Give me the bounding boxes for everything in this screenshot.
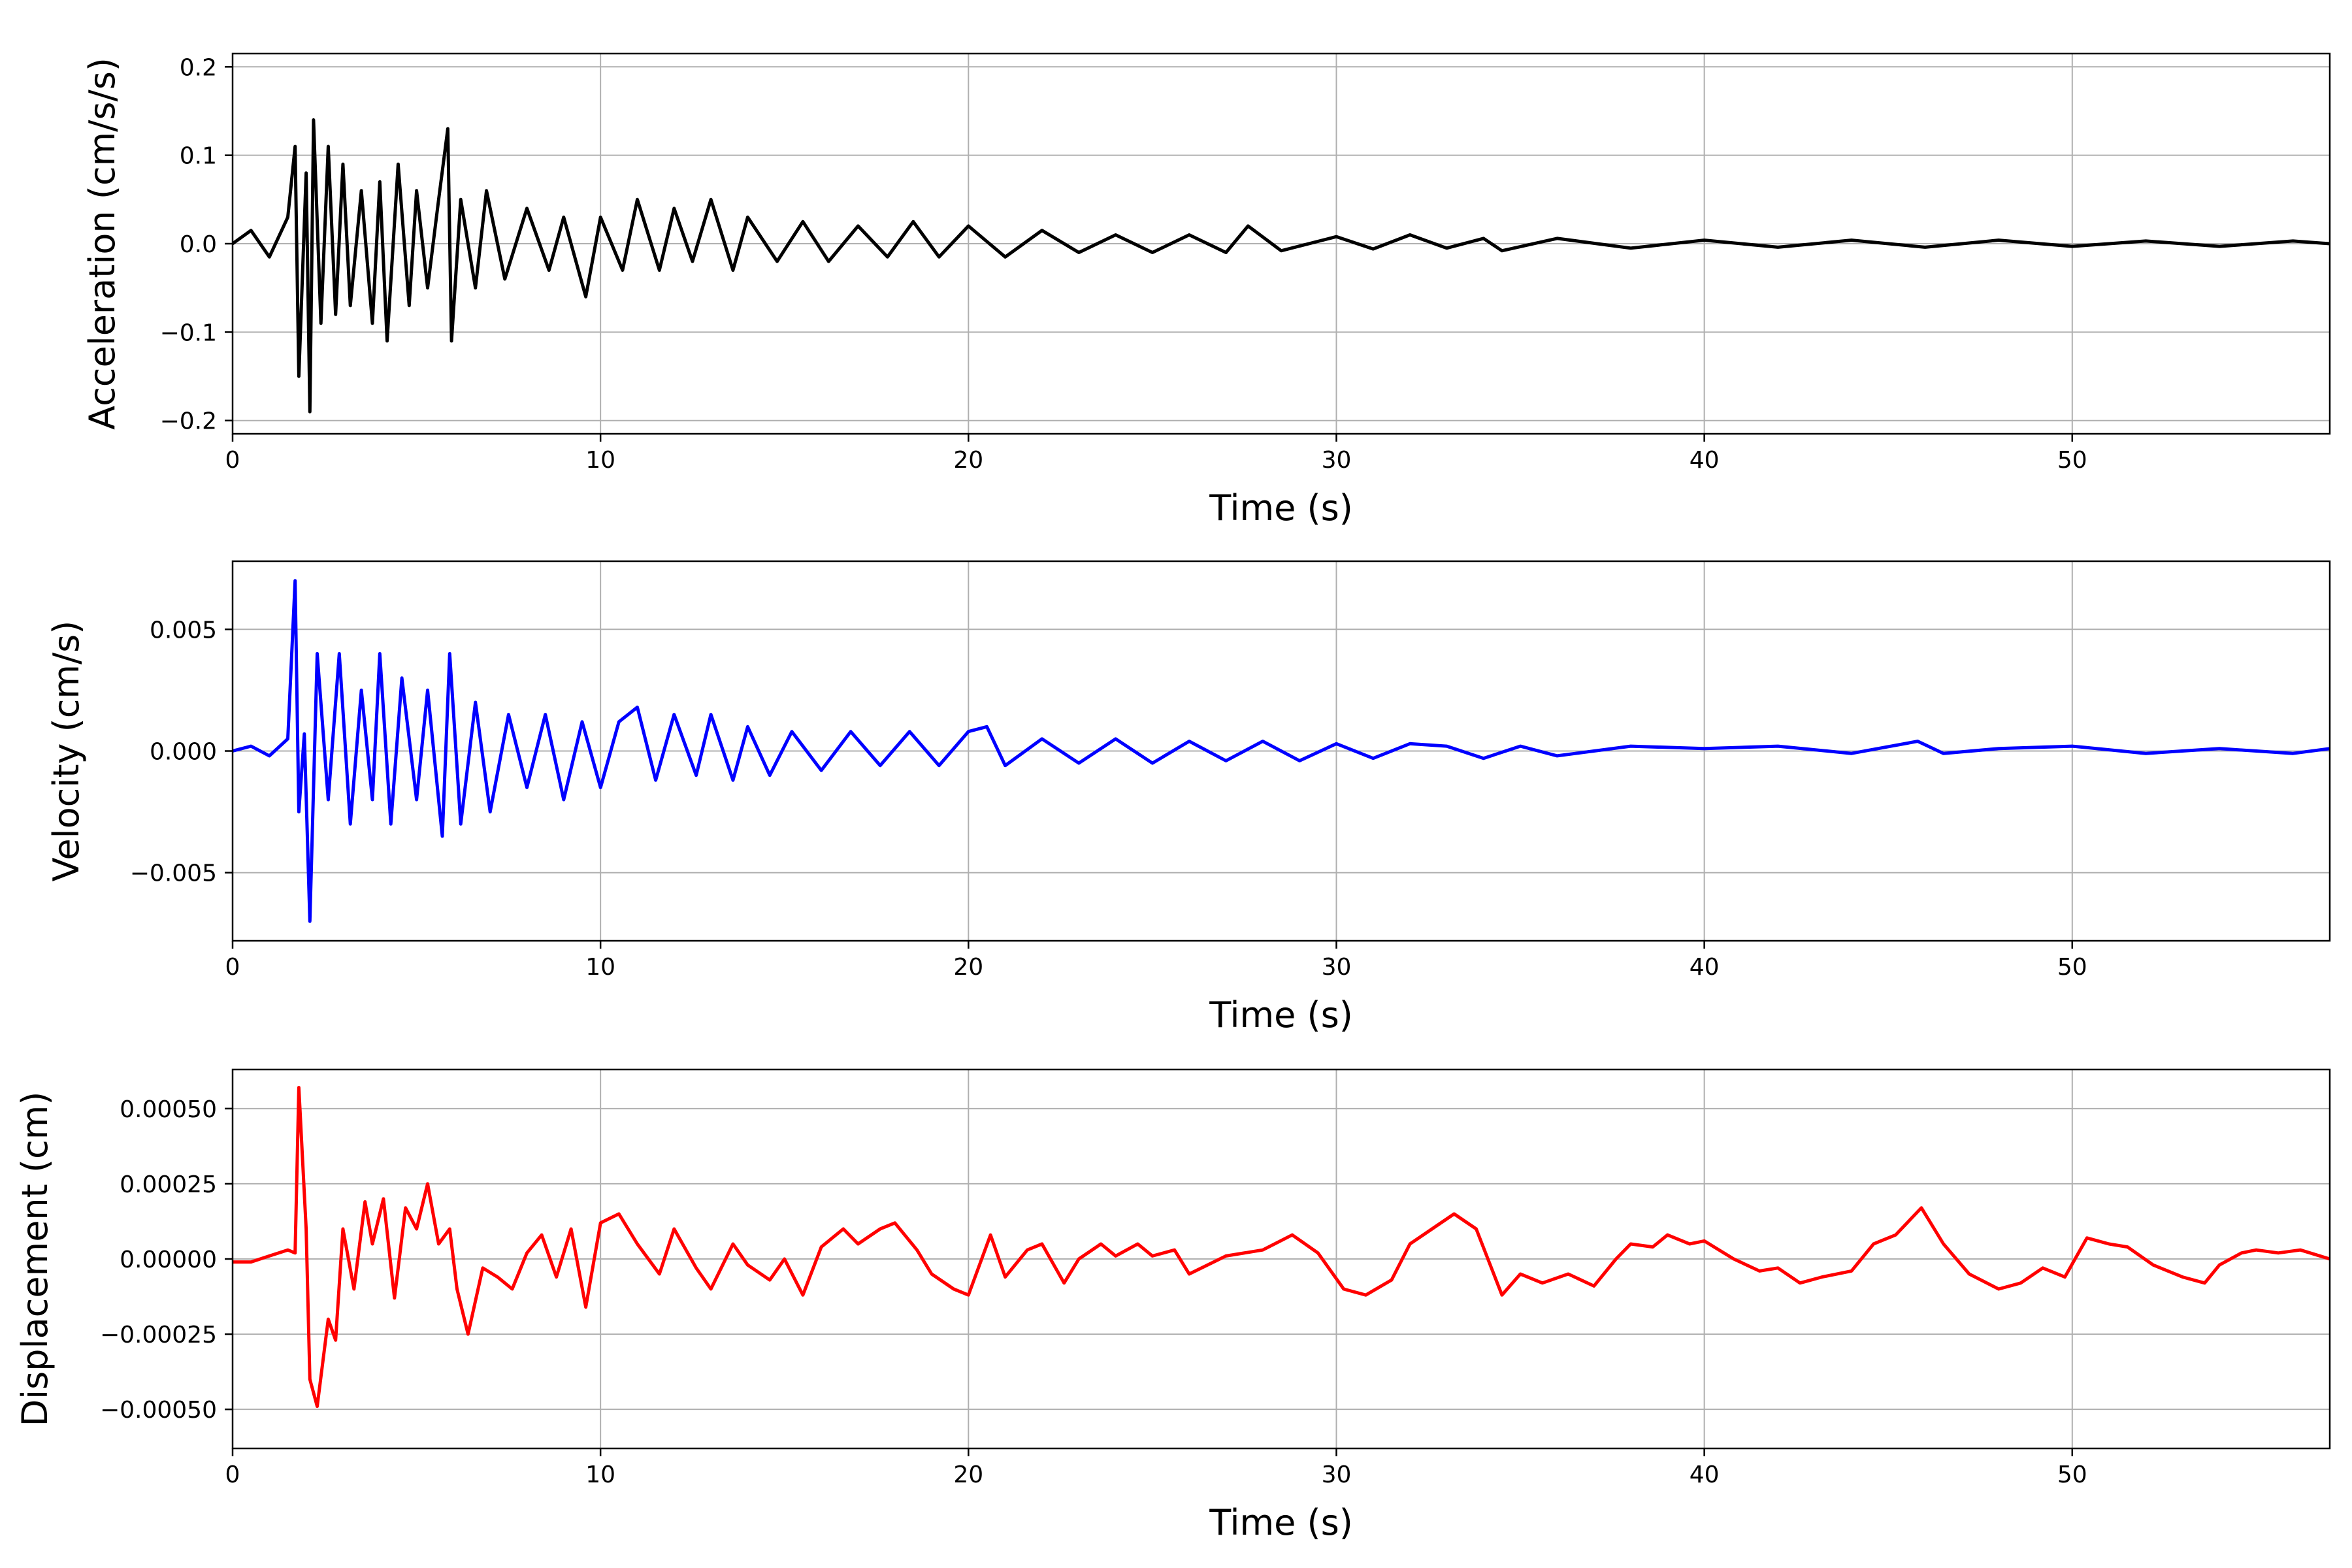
x-tick-label: 50 [2057,1462,2087,1488]
velocity-series-line [233,579,2330,923]
x-axis-label: Time (s) [1209,487,1353,529]
x-tick-label: 10 [585,1462,615,1488]
x-tick-label: 0 [225,1462,240,1488]
x-tick-label: 10 [585,954,615,981]
y-axis-label: Displacement (cm) [14,1092,56,1427]
x-axis-label: Time (s) [1209,1502,1353,1543]
acceleration-series-line [233,118,2330,414]
displacement-panel: 0 10 20 30 40 50 −0.00050 −0.00025 0.00000 0.0002… [14,1068,2331,1543]
y-tick-label: −0.005 [130,860,217,887]
x-tick-label: 30 [1322,447,1352,474]
y-tick-label: 0.0 [180,231,217,258]
y-tick-label: −0.00050 [100,1397,217,1424]
velocity-panel: 0 10 20 30 40 50 −0.005 0.000 0.005 Time (s) Veloc… [46,560,2331,1036]
displacement-series-line [233,1086,2330,1409]
x-axis-label: Time (s) [1209,994,1353,1036]
x-tick-label: 20 [953,1462,983,1488]
y-tick-label: 0.2 [180,54,217,81]
y-tick-label: 0.00025 [120,1171,217,1198]
y-axis-label: Velocity (cm/s) [46,621,87,882]
y-tick-label: 0.005 [150,617,217,644]
x-tick-label: 40 [1690,954,1720,981]
y-tick-label: 0.00000 [120,1247,217,1273]
y-tick-label: 0.1 [180,143,217,170]
y-tick-label: 0.00050 [120,1096,217,1123]
y-tick-label: 0.000 [150,739,217,766]
y-tick-label: −0.2 [160,408,217,435]
y-tick-label: −0.00025 [100,1322,217,1348]
x-tick-label: 10 [585,447,615,474]
x-tick-label: 30 [1322,1462,1352,1488]
x-tick-label: 20 [953,447,983,474]
x-tick-label: 0 [225,447,240,474]
x-tick-label: 40 [1690,447,1720,474]
x-tick-label: 50 [2057,954,2087,981]
x-tick-label: 40 [1690,1462,1720,1488]
y-tick-label: −0.1 [160,319,217,346]
acceleration-panel: 0 10 20 30 40 50 −0.2 −0.1 0.0 0.1 0.2 Time (s) Acce… [82,52,2331,529]
x-tick-label: 20 [953,954,983,981]
y-axis-label: Acceleration (cm/s/s) [82,57,123,430]
x-tick-label: 0 [225,954,240,981]
x-tick-label: 30 [1322,954,1352,981]
x-tick-label: 50 [2057,447,2087,474]
